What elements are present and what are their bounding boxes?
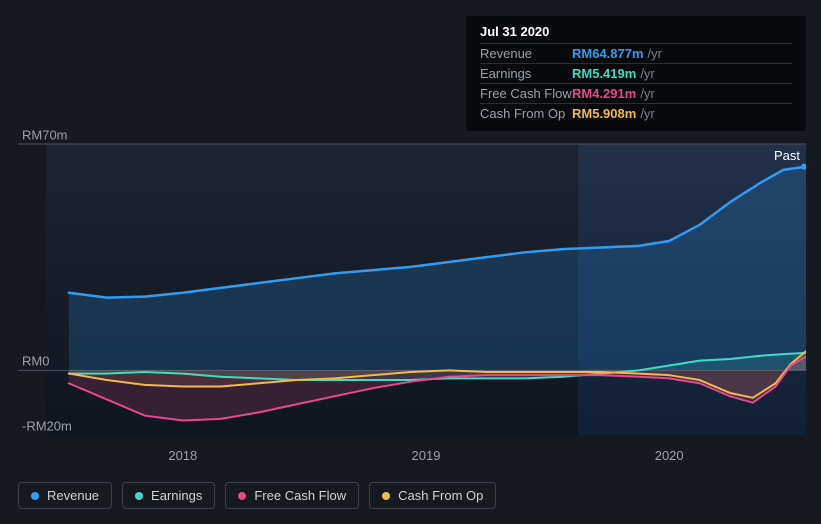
legend-dot-icon	[238, 492, 246, 500]
y-axis-label: RM0	[22, 354, 49, 369]
legend-item[interactable]: Earnings	[122, 482, 215, 509]
legend-label: Free Cash Flow	[254, 488, 346, 503]
tooltip-row-value: RM5.908m	[572, 106, 636, 121]
tooltip-row-label: Revenue	[480, 46, 572, 61]
chart-legend: Revenue Earnings Free Cash Flow Cash From O…	[18, 482, 496, 509]
past-label: Past	[774, 148, 800, 163]
financials-chart	[18, 120, 806, 440]
x-axis-label: 2019	[412, 448, 441, 463]
tooltip-row: RevenueRM64.877m/yr	[480, 43, 792, 63]
legend-label: Cash From Op	[398, 488, 483, 503]
tooltip-row-value: RM64.877m	[572, 46, 644, 61]
y-axis-label: -RM20m	[22, 419, 72, 434]
tooltip-row: EarningsRM5.419m/yr	[480, 63, 792, 83]
legend-dot-icon	[135, 492, 143, 500]
legend-item[interactable]: Revenue	[18, 482, 112, 509]
tooltip-row-unit: /yr	[640, 86, 654, 101]
legend-dot-icon	[382, 492, 390, 500]
tooltip-row-unit: /yr	[640, 66, 654, 81]
legend-label: Earnings	[151, 488, 202, 503]
tooltip-row-label: Earnings	[480, 66, 572, 81]
tooltip-row-value: RM4.291m	[572, 86, 636, 101]
tooltip-row-value: RM5.419m	[572, 66, 636, 81]
tooltip-row-unit: /yr	[640, 106, 654, 121]
x-axis-label: 2018	[168, 448, 197, 463]
tooltip-row-label: Free Cash Flow	[480, 86, 572, 101]
tooltip-date: Jul 31 2020	[480, 24, 792, 39]
legend-item[interactable]: Free Cash Flow	[225, 482, 359, 509]
chart-area	[18, 120, 806, 470]
chart-container: Jul 31 2020 RevenueRM64.877m/yrEarningsR…	[0, 0, 821, 524]
legend-item[interactable]: Cash From Op	[369, 482, 496, 509]
legend-dot-icon	[31, 492, 39, 500]
y-axis-label: RM70m	[22, 128, 68, 143]
tooltip-row: Free Cash FlowRM4.291m/yr	[480, 83, 792, 103]
tooltip-row-unit: /yr	[648, 46, 662, 61]
legend-label: Revenue	[47, 488, 99, 503]
tooltip-row-label: Cash From Op	[480, 106, 572, 121]
x-axis-label: 2020	[655, 448, 684, 463]
chart-tooltip: Jul 31 2020 RevenueRM64.877m/yrEarningsR…	[466, 16, 806, 131]
